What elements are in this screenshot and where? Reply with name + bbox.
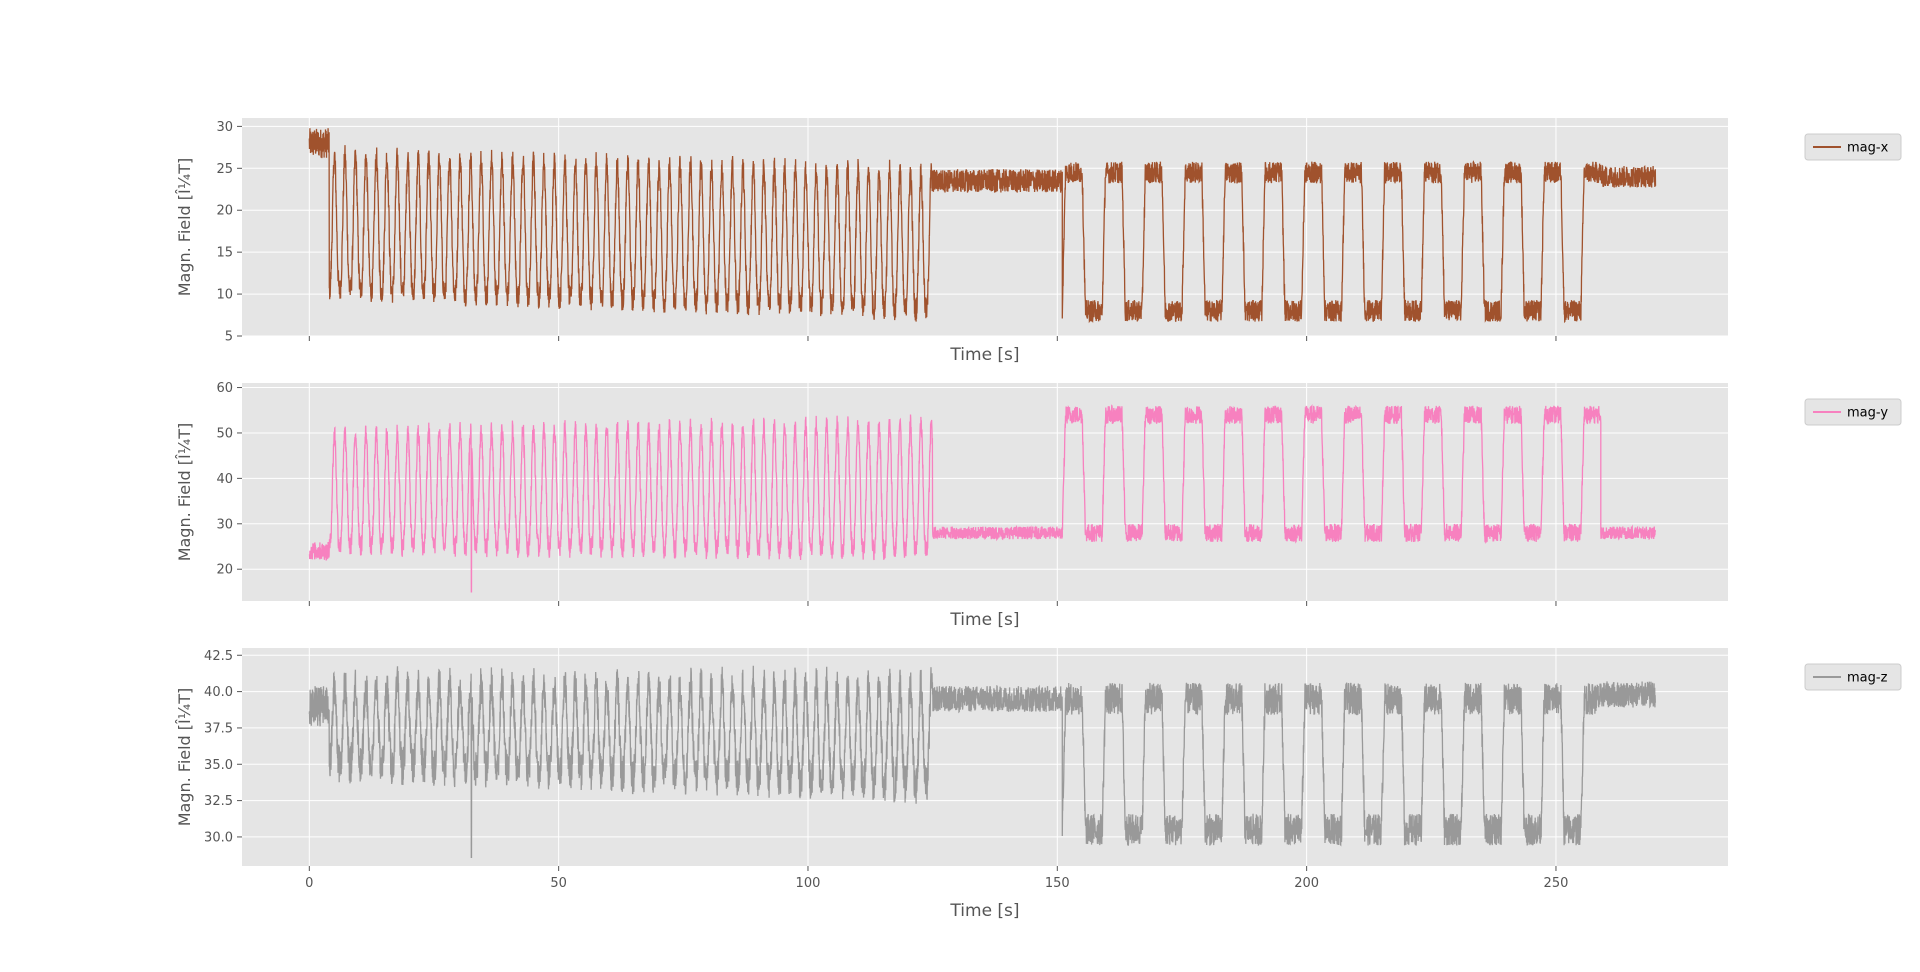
ytick-label: 30.0 <box>204 830 233 845</box>
legend-box <box>1804 133 1902 161</box>
ytick-label: 40.0 <box>204 685 233 700</box>
ytick-label: 40 <box>216 472 233 487</box>
ytick-label: 25 <box>216 162 233 177</box>
x-axis-label: Time [s] <box>949 345 1019 365</box>
legend: mag-z <box>1804 663 1902 691</box>
xtick-label: 100 <box>796 876 821 891</box>
series-line-mag-x <box>308 128 1657 324</box>
y-axis-label: Magn. Field [Î¼T] <box>175 158 194 297</box>
ytick-label: 20 <box>216 563 233 578</box>
subplot-2: 20 30 40 50 60 mag-y Time [s] Magn. Field [Î¼T] <box>175 381 1902 630</box>
legend-box <box>1804 663 1902 691</box>
subplot-3: 30.0 32.5 35.0 37.5 40.0 42.5 0 50 100 150 200 250 m… <box>175 648 1902 921</box>
ytick-label: 50 <box>216 426 233 441</box>
series-line-mag-z <box>308 665 1657 858</box>
ytick-label: 20 <box>216 204 233 219</box>
ytick-label: 30 <box>216 517 233 532</box>
ytick-label: 32.5 <box>204 794 233 809</box>
y-axis-label: Magn. Field [Î¼T] <box>175 423 194 562</box>
ytick-label: 37.5 <box>204 721 233 736</box>
ytick-label: 5 <box>225 330 233 345</box>
series-line-mag-y <box>308 404 1656 593</box>
xtick-label: 250 <box>1544 876 1569 891</box>
x-axis-label: Time [s] <box>949 610 1019 630</box>
xtick-label: 50 <box>550 876 567 891</box>
ytick-label: 35.0 <box>204 758 233 773</box>
x-axis-label: Time [s] <box>949 901 1019 921</box>
subplot-1: 5 10 15 20 25 30 mag-x Time [s] Magn. Field [Î¼T… <box>175 118 1902 365</box>
ytick-label: 42.5 <box>204 649 233 664</box>
legend-label: mag-z <box>1847 671 1888 686</box>
y-axis-label: Magn. Field [Î¼T] <box>175 688 194 827</box>
ytick-label: 15 <box>216 246 233 261</box>
legend: mag-x <box>1804 133 1902 161</box>
legend-label: mag-y <box>1847 406 1888 421</box>
xtick-label: 0 <box>305 876 313 891</box>
xtick-label: 200 <box>1294 876 1319 891</box>
legend-box <box>1804 398 1902 426</box>
ytick-label: 30 <box>216 120 233 135</box>
ytick-label: 10 <box>216 288 233 303</box>
ytick-label: 60 <box>216 381 233 396</box>
legend: mag-y <box>1804 398 1902 426</box>
legend-label: mag-x <box>1847 141 1889 156</box>
xtick-label: 150 <box>1045 876 1070 891</box>
